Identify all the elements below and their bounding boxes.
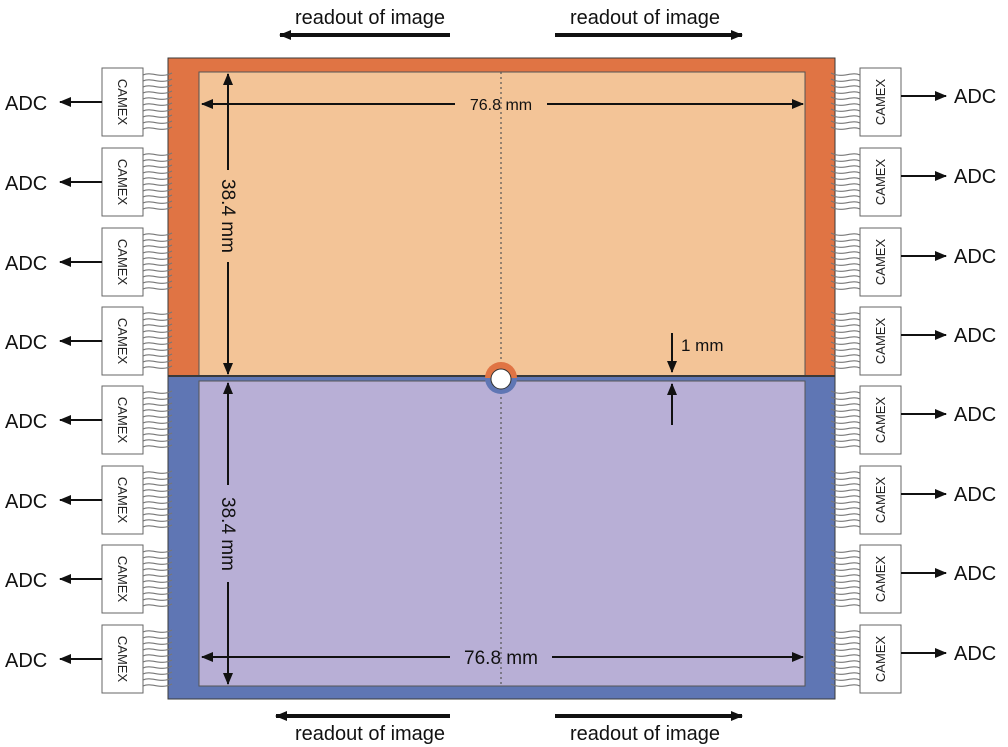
camex-chip-label: CAMEX — [873, 79, 888, 126]
camex-chip-label: CAMEX — [115, 239, 130, 286]
camex-chip-box — [101, 67, 144, 137]
camex-chip-box — [859, 67, 902, 137]
camex-chip-label: CAMEX — [873, 477, 888, 524]
right-readout-channels: CAMEX ADC CAMEX ADC CAMEX ADC CAMEX ADC CAMEX ADC… — [830, 67, 996, 694]
bond-wires — [142, 390, 173, 448]
camex-chip-label: CAMEX — [873, 239, 888, 286]
adc-label: ADC — [954, 86, 996, 108]
bond-wires — [830, 390, 861, 448]
top-half-sensitive-area — [198, 71, 806, 377]
bond-wires — [142, 470, 173, 528]
adc-label: ADC — [954, 404, 996, 426]
bond-wires — [830, 629, 861, 687]
camex-chip-label: CAMEX — [115, 636, 130, 683]
bond-wires — [830, 232, 861, 290]
bond-wires — [142, 232, 173, 290]
bond-wires — [830, 311, 861, 369]
bond-wires — [830, 152, 861, 210]
height-label-bottom: 38.4 mm — [217, 497, 238, 571]
adc-label: ADC — [5, 332, 47, 354]
adc-label: ADC — [954, 484, 996, 506]
adc-label: ADC — [954, 325, 996, 347]
left-channel-row: CAMEX ADC — [5, 306, 173, 376]
camex-chip-box — [859, 147, 902, 217]
bond-wires — [830, 72, 861, 130]
camex-chip-label: CAMEX — [115, 477, 130, 524]
center-hole — [490, 368, 512, 390]
bond-wires — [142, 72, 173, 130]
right-channel-row: CAMEX ADC — [830, 624, 996, 694]
bond-wires — [142, 629, 173, 687]
bond-wires — [830, 549, 861, 607]
camex-chip-label: CAMEX — [873, 636, 888, 683]
left-channel-row: CAMEX ADC — [5, 385, 173, 455]
bond-wires — [142, 152, 173, 210]
camex-chip-label: CAMEX — [115, 79, 130, 126]
camex-chip-label: CAMEX — [115, 397, 130, 444]
camex-chip-label: CAMEX — [873, 318, 888, 365]
right-channel-row: CAMEX ADC — [830, 147, 996, 217]
right-channel-row: CAMEX ADC — [830, 306, 996, 376]
adc-label: ADC — [954, 643, 996, 665]
readout-label-top-right: readout of image — [570, 7, 720, 29]
camex-chip-box — [859, 385, 902, 455]
bond-wires — [830, 470, 861, 528]
bond-wires — [142, 311, 173, 369]
adc-label: ADC — [5, 253, 47, 275]
readout-label-bottom-left: readout of image — [295, 723, 445, 745]
camex-chip-box — [859, 306, 902, 376]
right-channel-row: CAMEX ADC — [830, 67, 996, 137]
left-channel-row: CAMEX ADC — [5, 465, 173, 535]
left-channel-row: CAMEX ADC — [5, 67, 173, 137]
left-readout-channels: CAMEX ADC CAMEX ADC CAMEX ADC CAMEX ADC CAMEX ADC… — [5, 67, 173, 694]
left-channel-row: CAMEX ADC — [5, 227, 173, 297]
right-channel-row: CAMEX ADC — [830, 227, 996, 297]
camex-chip-box — [859, 624, 902, 694]
adc-label: ADC — [5, 173, 47, 195]
left-channel-row: CAMEX ADC — [5, 624, 173, 694]
left-channel-row: CAMEX ADC — [5, 544, 173, 614]
right-channel-row: CAMEX ADC — [830, 544, 996, 614]
width-label-bottom: 76.8 mm — [464, 648, 538, 669]
camex-chip-label: CAMEX — [115, 159, 130, 206]
camex-chip-box — [101, 385, 144, 455]
adc-label: ADC — [5, 650, 47, 672]
camex-chip-label: CAMEX — [873, 397, 888, 444]
adc-label: ADC — [5, 491, 47, 513]
camex-chip-label: CAMEX — [115, 556, 130, 603]
readout-label-bottom-right: readout of image — [570, 723, 720, 745]
adc-label: ADC — [954, 563, 996, 585]
bottom-half-sensitive-area — [198, 380, 806, 687]
adc-label: ADC — [954, 246, 996, 268]
camex-chip-box — [101, 227, 144, 297]
camex-chip-box — [101, 147, 144, 217]
camex-chip-label: CAMEX — [873, 159, 888, 206]
height-label-top: 38.4 mm — [217, 179, 238, 253]
camex-chip-box — [101, 306, 144, 376]
camex-chip-box — [859, 544, 902, 614]
adc-label: ADC — [954, 166, 996, 188]
camex-chip-box — [859, 465, 902, 535]
adc-label: ADC — [5, 411, 47, 433]
readout-label-top-left: readout of image — [295, 7, 445, 29]
adc-label: ADC — [5, 570, 47, 592]
camex-chip-box — [859, 227, 902, 297]
camex-chip-box — [101, 465, 144, 535]
adc-label: ADC — [5, 93, 47, 115]
camex-chip-label: CAMEX — [873, 556, 888, 603]
bond-wires — [142, 549, 173, 607]
gap-label: 1 mm — [681, 336, 724, 355]
left-channel-row: CAMEX ADC — [5, 147, 173, 217]
width-label-top: 76.8 mm — [470, 97, 532, 114]
right-channel-row: CAMEX ADC — [830, 465, 996, 535]
camex-chip-label: CAMEX — [115, 318, 130, 365]
right-channel-row: CAMEX ADC — [830, 385, 996, 455]
